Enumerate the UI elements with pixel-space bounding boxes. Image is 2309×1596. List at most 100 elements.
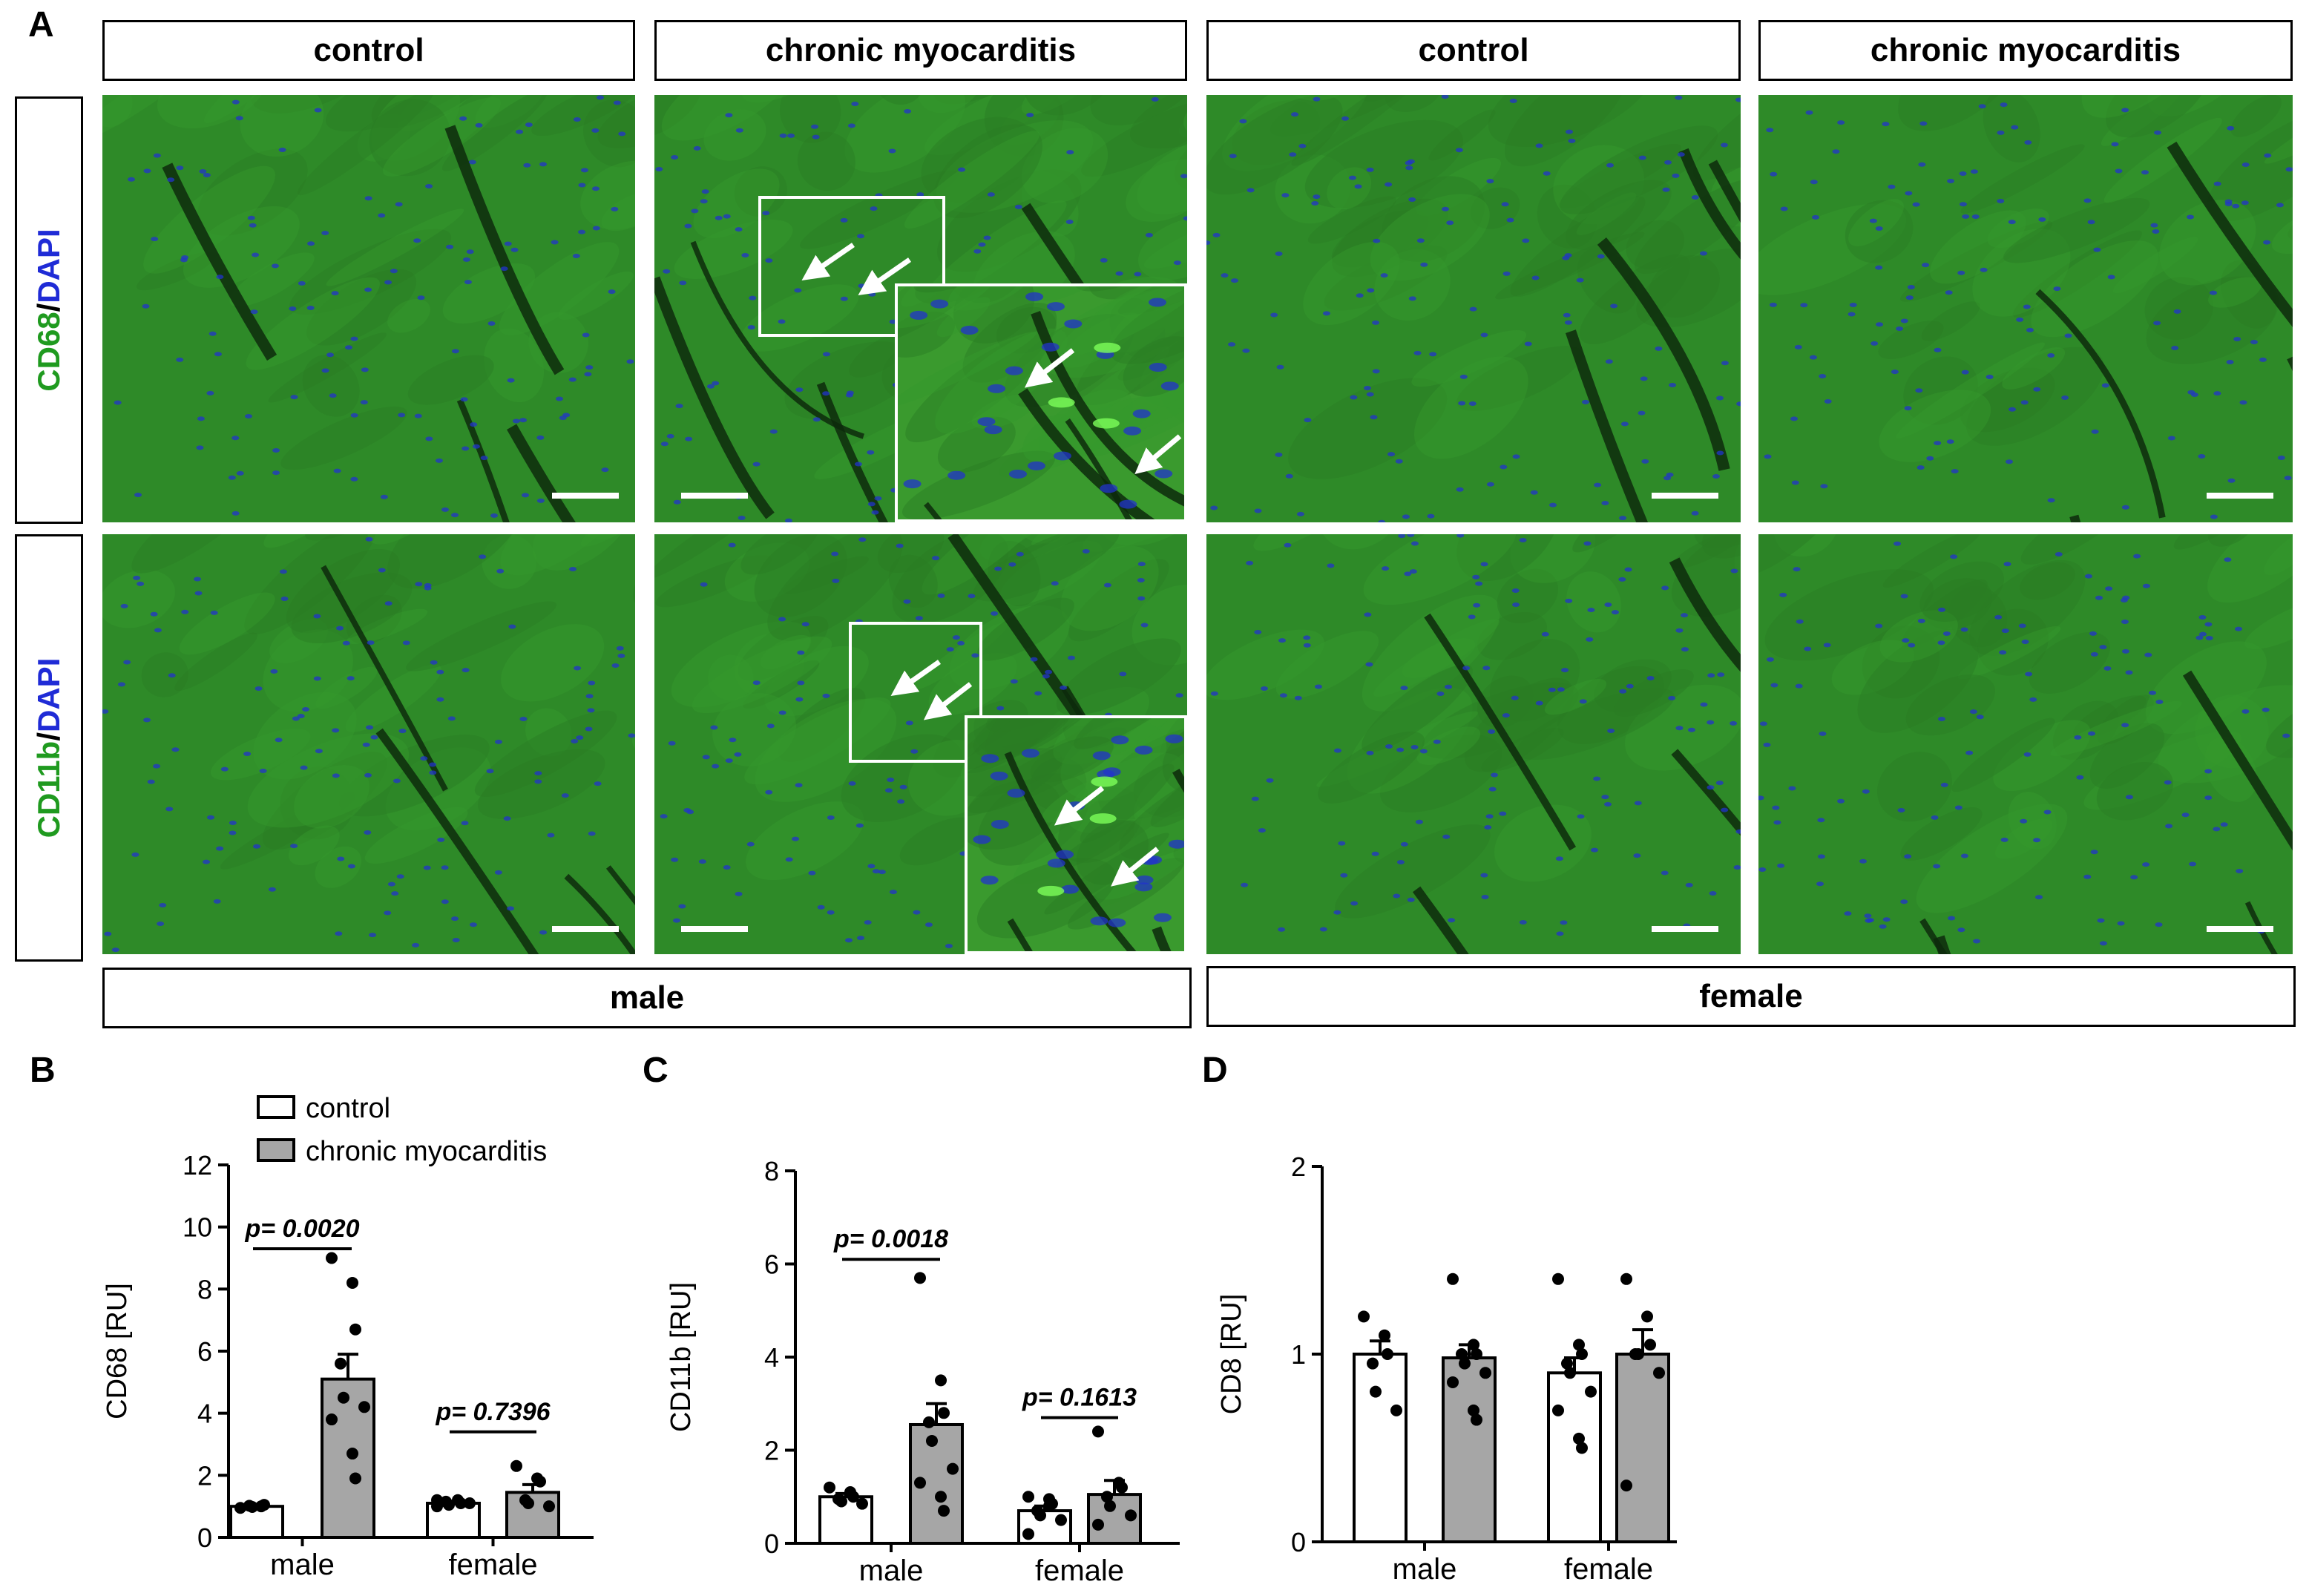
x-tick-label: female (448, 1549, 537, 1581)
data-point (1552, 1404, 1564, 1416)
data-point (824, 1481, 835, 1494)
p-value-label: p= 0.0018 (833, 1225, 948, 1253)
header-female-control: control (1206, 20, 1741, 81)
inset-region-box (758, 196, 945, 337)
data-point (1101, 1491, 1113, 1503)
p-value-label: p= 0.7396 (435, 1398, 551, 1426)
arrow-icon (1111, 847, 1160, 887)
data-point (534, 1475, 546, 1488)
scale-bar (1652, 493, 1718, 499)
inset-zoom-cd11b (965, 715, 1187, 954)
x-tick-label: male (1393, 1553, 1457, 1586)
micrograph-cd68-male-control (102, 95, 635, 522)
data-point (543, 1500, 555, 1513)
micrograph-cd68-male-myocarditis (654, 95, 1187, 522)
y-tick-label: 4 (764, 1342, 779, 1373)
data-point (1034, 1509, 1046, 1522)
bar-chronic-myocarditis-female (1615, 1353, 1670, 1543)
data-point (835, 1495, 847, 1508)
data-point (1104, 1500, 1116, 1512)
data-point (510, 1459, 522, 1472)
y-tick-label: 2 (197, 1460, 212, 1491)
arrow-icon (858, 257, 911, 295)
data-point (1055, 1514, 1067, 1526)
data-point (1561, 1357, 1573, 1370)
sex-label-female: female (1206, 966, 2296, 1027)
row-label-box-cd11b: CD11b/DAPI (15, 534, 83, 962)
data-point (258, 1499, 270, 1511)
header-male-control: control (102, 20, 635, 81)
data-point (926, 1434, 938, 1447)
header-female-myocarditis: chronic myocarditis (1758, 20, 2293, 81)
data-point (938, 1505, 950, 1517)
data-point (1092, 1518, 1104, 1531)
y-tick-label: 10 (183, 1212, 212, 1243)
header-male-myocarditis: chronic myocarditis (654, 20, 1187, 81)
inset-zoom-cd68 (895, 283, 1187, 522)
data-point (1390, 1404, 1402, 1416)
data-point (938, 1407, 950, 1419)
data-point (1092, 1425, 1104, 1438)
data-point (1620, 1480, 1632, 1492)
data-point (1367, 1357, 1379, 1370)
data-point (1456, 1348, 1468, 1360)
data-point (935, 1491, 947, 1503)
scale-bar (552, 926, 619, 932)
x-tick-label: female (1564, 1553, 1653, 1586)
data-point (1468, 1404, 1479, 1416)
y-axis-label: CD11b [RU] (666, 1282, 697, 1432)
y-tick-label: 1 (1291, 1339, 1306, 1370)
p-value-label: p= 0.1613 (1022, 1384, 1137, 1412)
y-tick-label: 8 (764, 1156, 779, 1186)
bar-chronic-myocarditis-male (1442, 1356, 1497, 1543)
legend-swatch-control (257, 1095, 295, 1119)
data-point (1447, 1376, 1459, 1388)
data-point (1653, 1367, 1665, 1379)
data-point (349, 1323, 361, 1336)
y-tick-label: 6 (197, 1336, 212, 1367)
data-point (464, 1497, 476, 1509)
data-point (1379, 1329, 1390, 1342)
arrow-annotations (801, 243, 1182, 887)
arrow-icon (1054, 786, 1105, 826)
data-point (947, 1462, 959, 1475)
scale-bar (2207, 926, 2273, 932)
data-point (1552, 1272, 1564, 1285)
data-point (847, 1491, 859, 1503)
panel-letter-c: C (643, 1051, 669, 1090)
bar-control-male (1353, 1353, 1408, 1543)
inset-region-box (849, 622, 982, 763)
arrow-icon (801, 243, 855, 280)
data-point (1641, 1310, 1653, 1323)
legend-label-myocarditis: chronic myocarditis (306, 1136, 547, 1167)
data-point (335, 1357, 346, 1370)
data-point (1632, 1348, 1644, 1360)
x-tick-label: female (1035, 1554, 1124, 1587)
y-tick-label: 12 (183, 1150, 212, 1180)
data-point (1573, 1432, 1585, 1445)
chart-cd11b: C 0 2 4 6 8 CD11b [RU] male female p= 0.0018 p= 0.… (643, 1051, 1180, 1587)
bar-chronic-myocarditis-female (505, 1491, 560, 1540)
panel-letter-d: D (1202, 1051, 1228, 1090)
scale-bar (552, 493, 619, 499)
data-point (1479, 1367, 1491, 1379)
data-point (1447, 1272, 1459, 1285)
chart-cd68: B 0 2 4 6 8 10 12 CD68 [RU] male female p= 0.0020 p=… (30, 1051, 594, 1581)
data-point (1022, 1528, 1034, 1540)
arrow-icon (890, 660, 942, 697)
data-point (431, 1494, 443, 1506)
data-point (1382, 1348, 1393, 1360)
bar-control-female (1547, 1371, 1602, 1543)
data-point (1585, 1385, 1597, 1398)
row-label-box-cd68: CD68/DAPI (15, 96, 83, 524)
charts-area: control chronic myocarditis B024681012CD… (30, 1051, 1677, 1587)
data-point (346, 1276, 358, 1289)
scale-bar (681, 926, 748, 932)
data-point (346, 1448, 358, 1460)
arrow-icon (1024, 348, 1075, 388)
y-tick-label: 0 (764, 1528, 779, 1559)
data-point (358, 1401, 370, 1413)
y-tick-label: 2 (1291, 1152, 1306, 1182)
data-point (935, 1374, 947, 1387)
data-point (1459, 1357, 1471, 1370)
